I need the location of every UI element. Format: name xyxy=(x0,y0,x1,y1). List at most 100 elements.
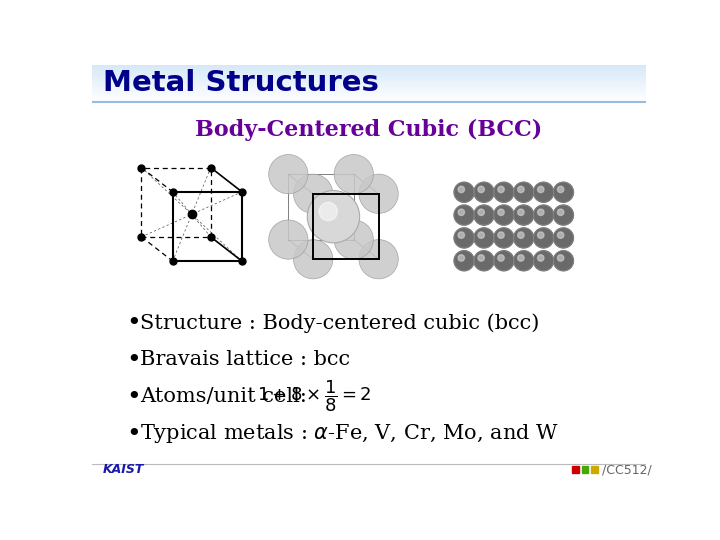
Bar xyxy=(92,78,647,79)
Circle shape xyxy=(557,209,564,215)
Circle shape xyxy=(359,240,398,279)
Circle shape xyxy=(478,255,485,261)
Circle shape xyxy=(538,209,544,215)
Circle shape xyxy=(498,255,504,261)
Circle shape xyxy=(494,205,514,225)
Circle shape xyxy=(458,232,464,238)
Bar xyxy=(92,92,647,93)
Circle shape xyxy=(474,228,494,248)
Circle shape xyxy=(557,255,564,261)
Bar xyxy=(572,466,579,473)
Bar xyxy=(92,65,647,66)
Bar xyxy=(92,73,647,74)
Circle shape xyxy=(498,209,504,215)
Text: •: • xyxy=(127,384,141,409)
Text: Structure : Body-centered cubic (bcc): Structure : Body-centered cubic (bcc) xyxy=(140,313,540,333)
Circle shape xyxy=(538,232,544,238)
Circle shape xyxy=(454,228,474,248)
Circle shape xyxy=(518,255,524,261)
Text: Bravais lattice : bcc: Bravais lattice : bcc xyxy=(140,350,351,369)
Bar xyxy=(92,80,647,82)
Circle shape xyxy=(474,182,494,202)
Circle shape xyxy=(534,182,554,202)
Circle shape xyxy=(454,205,474,225)
Text: KAIST: KAIST xyxy=(102,463,144,476)
Circle shape xyxy=(554,228,573,248)
Circle shape xyxy=(513,251,534,271)
Text: •: • xyxy=(127,422,141,446)
Bar xyxy=(92,98,647,99)
Circle shape xyxy=(454,182,474,202)
Circle shape xyxy=(334,154,374,194)
Bar xyxy=(582,466,588,473)
Circle shape xyxy=(474,251,494,271)
Circle shape xyxy=(458,209,464,215)
Circle shape xyxy=(513,182,534,202)
Circle shape xyxy=(269,220,308,259)
Circle shape xyxy=(334,220,374,259)
Text: •: • xyxy=(127,310,141,335)
Circle shape xyxy=(307,191,360,243)
Circle shape xyxy=(534,205,554,225)
Circle shape xyxy=(554,251,573,271)
Circle shape xyxy=(498,186,504,193)
Bar xyxy=(92,88,647,89)
Circle shape xyxy=(557,232,564,238)
Circle shape xyxy=(478,186,485,193)
Bar xyxy=(92,86,647,87)
Bar xyxy=(92,74,647,75)
Bar xyxy=(92,70,647,71)
Bar xyxy=(92,101,647,102)
Circle shape xyxy=(534,228,554,248)
Bar xyxy=(590,466,598,473)
Circle shape xyxy=(269,154,308,194)
Circle shape xyxy=(518,186,524,193)
Bar xyxy=(92,91,647,92)
Text: Body-Centered Cubic (BCC): Body-Centered Cubic (BCC) xyxy=(195,119,543,141)
Bar xyxy=(92,68,647,69)
Bar xyxy=(92,66,647,68)
Text: Metal Structures: Metal Structures xyxy=(102,69,379,97)
Bar xyxy=(92,96,647,97)
Text: Typical metals : $\alpha$-Fe, V, Cr, Mo, and W: Typical metals : $\alpha$-Fe, V, Cr, Mo,… xyxy=(140,422,559,445)
Circle shape xyxy=(294,240,333,279)
Circle shape xyxy=(494,228,514,248)
Circle shape xyxy=(554,182,573,202)
Text: $1 + 8 \times \dfrac{1}{8} = 2$: $1 + 8 \times \dfrac{1}{8} = 2$ xyxy=(257,379,372,415)
Circle shape xyxy=(513,205,534,225)
Circle shape xyxy=(494,182,514,202)
Text: •: • xyxy=(127,348,141,372)
Bar xyxy=(92,94,647,95)
Circle shape xyxy=(458,255,464,261)
Circle shape xyxy=(474,205,494,225)
Bar xyxy=(92,72,647,73)
Circle shape xyxy=(513,228,534,248)
Circle shape xyxy=(478,232,485,238)
Circle shape xyxy=(557,186,564,193)
Bar xyxy=(92,95,647,96)
Circle shape xyxy=(554,205,573,225)
Bar xyxy=(92,93,647,94)
Bar xyxy=(92,100,647,101)
Bar xyxy=(92,77,647,78)
Circle shape xyxy=(294,174,333,213)
Bar xyxy=(92,75,647,76)
Bar xyxy=(92,87,647,88)
Text: Atoms/unit cell:: Atoms/unit cell: xyxy=(140,387,307,406)
Bar xyxy=(92,89,647,90)
Bar xyxy=(92,69,647,70)
Bar xyxy=(92,79,647,80)
Circle shape xyxy=(538,255,544,261)
Bar xyxy=(92,82,647,83)
Circle shape xyxy=(518,232,524,238)
Circle shape xyxy=(454,251,474,271)
Bar xyxy=(92,97,647,98)
Circle shape xyxy=(458,186,464,193)
Bar xyxy=(92,84,647,85)
Circle shape xyxy=(518,209,524,215)
Circle shape xyxy=(359,174,398,213)
Bar xyxy=(92,99,647,100)
Bar xyxy=(92,90,647,91)
Bar xyxy=(92,76,647,77)
Bar xyxy=(92,71,647,72)
